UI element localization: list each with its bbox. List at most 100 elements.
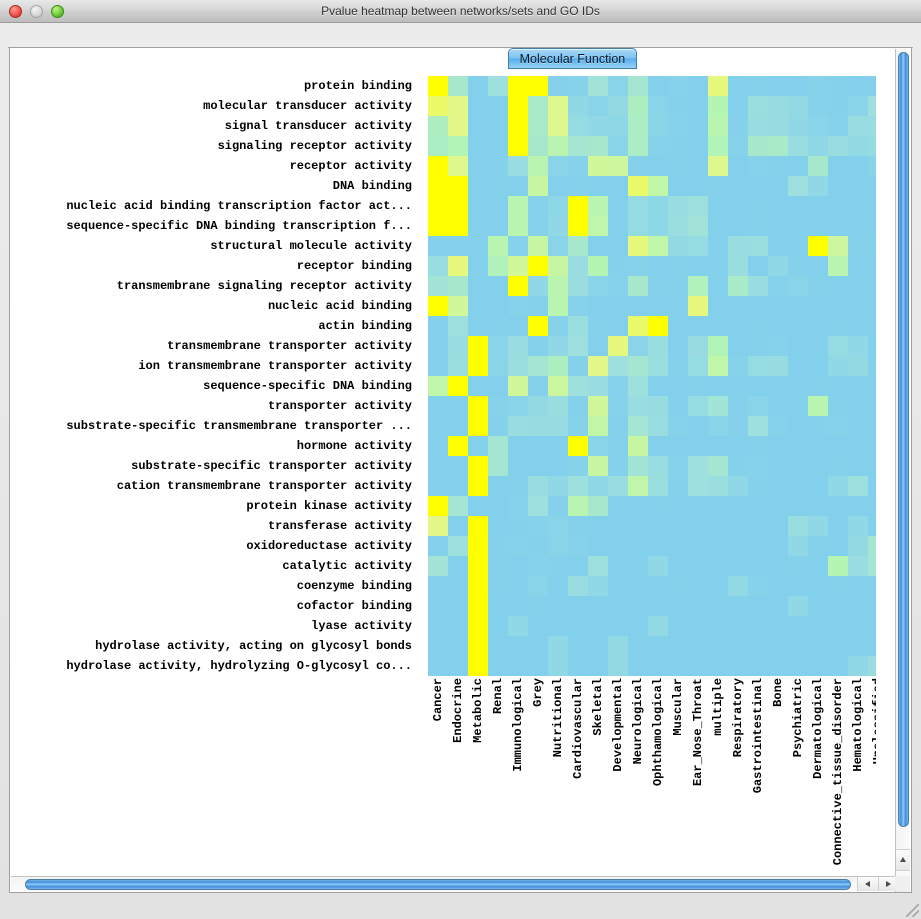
heatmap-cell[interactable] <box>808 356 828 376</box>
heatmap-cell[interactable] <box>668 116 688 136</box>
heatmap-cell[interactable] <box>668 636 688 656</box>
heatmap-cell[interactable] <box>668 376 688 396</box>
heatmap-cell[interactable] <box>548 276 568 296</box>
heatmap-cell[interactable] <box>848 216 868 236</box>
heatmap-cell[interactable] <box>448 96 468 116</box>
heatmap-cell[interactable] <box>628 256 648 276</box>
heatmap-cell[interactable] <box>588 156 608 176</box>
heatmap-cell[interactable] <box>748 576 768 596</box>
heatmap-cell[interactable] <box>468 376 488 396</box>
heatmap-cell[interactable] <box>788 116 808 136</box>
heatmap-cell[interactable] <box>468 136 488 156</box>
heatmap-cell[interactable] <box>688 76 708 96</box>
heatmap-cell[interactable] <box>508 596 528 616</box>
heatmap-cell[interactable] <box>788 376 808 396</box>
heatmap-cell[interactable] <box>788 516 808 536</box>
heatmap-cell[interactable] <box>508 656 528 676</box>
heatmap-cell[interactable] <box>868 96 876 116</box>
heatmap-cell[interactable] <box>868 636 876 656</box>
heatmap-cell[interactable] <box>608 176 628 196</box>
heatmap-cell[interactable] <box>468 356 488 376</box>
heatmap-cell[interactable] <box>708 96 728 116</box>
heatmap-cell[interactable] <box>548 436 568 456</box>
heatmap-cell[interactable] <box>748 616 768 636</box>
heatmap-cell[interactable] <box>648 596 668 616</box>
heatmap-cell[interactable] <box>788 396 808 416</box>
heatmap-cell[interactable] <box>688 636 708 656</box>
heatmap-cell[interactable] <box>868 516 876 536</box>
heatmap-cell[interactable] <box>528 396 548 416</box>
heatmap-cell[interactable] <box>568 596 588 616</box>
heatmap-cell[interactable] <box>868 456 876 476</box>
heatmap-cell[interactable] <box>768 576 788 596</box>
heatmap-cell[interactable] <box>588 556 608 576</box>
heatmap-cell[interactable] <box>588 456 608 476</box>
heatmap-cell[interactable] <box>768 536 788 556</box>
heatmap-cell[interactable] <box>428 456 448 476</box>
heatmap-cell[interactable] <box>748 276 768 296</box>
heatmap-cell[interactable] <box>788 436 808 456</box>
heatmap-cell[interactable] <box>648 316 668 336</box>
heatmap-cell[interactable] <box>808 256 828 276</box>
heatmap-cell[interactable] <box>488 76 508 96</box>
heatmap-cell[interactable] <box>428 136 448 156</box>
heatmap-cell[interactable] <box>568 496 588 516</box>
heatmap-cell[interactable] <box>428 636 448 656</box>
heatmap-cell[interactable] <box>648 176 668 196</box>
heatmap-cell[interactable] <box>748 96 768 116</box>
heatmap-cell[interactable] <box>588 116 608 136</box>
heatmap-cell[interactable] <box>648 556 668 576</box>
heatmap-cell[interactable] <box>668 556 688 576</box>
heatmap-cell[interactable] <box>668 236 688 256</box>
heatmap-cell[interactable] <box>448 496 468 516</box>
heatmap-cell[interactable] <box>588 396 608 416</box>
heatmap-cell[interactable] <box>608 656 628 676</box>
heatmap-cell[interactable] <box>568 316 588 336</box>
heatmap-cell[interactable] <box>588 256 608 276</box>
heatmap-cell[interactable] <box>508 536 528 556</box>
heatmap-cell[interactable] <box>708 576 728 596</box>
heatmap-cell[interactable] <box>628 396 648 416</box>
heatmap-cell[interactable] <box>668 496 688 516</box>
heatmap-cell[interactable] <box>488 476 508 496</box>
heatmap-cell[interactable] <box>748 316 768 336</box>
heatmap-cell[interactable] <box>428 496 448 516</box>
heatmap-cell[interactable] <box>728 296 748 316</box>
heatmap-cell[interactable] <box>448 636 468 656</box>
heatmap-cell[interactable] <box>808 456 828 476</box>
heatmap-cell[interactable] <box>608 156 628 176</box>
heatmap-cell[interactable] <box>768 636 788 656</box>
heatmap-cell[interactable] <box>568 136 588 156</box>
heatmap-cell[interactable] <box>568 476 588 496</box>
heatmap-cell[interactable] <box>648 496 668 516</box>
heatmap-cell[interactable] <box>808 116 828 136</box>
heatmap-cell[interactable] <box>568 296 588 316</box>
heatmap-cell[interactable] <box>728 276 748 296</box>
heatmap-cell[interactable] <box>808 176 828 196</box>
heatmap-cell[interactable] <box>528 176 548 196</box>
heatmap-cell[interactable] <box>788 96 808 116</box>
heatmap-cell[interactable] <box>848 576 868 596</box>
heatmap-cell[interactable] <box>548 636 568 656</box>
heatmap-cell[interactable] <box>868 576 876 596</box>
heatmap-cell[interactable] <box>448 416 468 436</box>
heatmap-cell[interactable] <box>608 436 628 456</box>
heatmap-cell[interactable] <box>668 176 688 196</box>
heatmap-cell[interactable] <box>488 436 508 456</box>
heatmap-cell[interactable] <box>868 596 876 616</box>
heatmap-cell[interactable] <box>528 136 548 156</box>
heatmap-cell[interactable] <box>788 196 808 216</box>
heatmap-cell[interactable] <box>708 196 728 216</box>
heatmap-cell[interactable] <box>808 196 828 216</box>
heatmap-cell[interactable] <box>808 376 828 396</box>
heatmap-cell[interactable] <box>828 536 848 556</box>
heatmap-cell[interactable] <box>628 416 648 436</box>
heatmap-cell[interactable] <box>848 96 868 116</box>
heatmap-cell[interactable] <box>828 496 848 516</box>
heatmap-cell[interactable] <box>708 536 728 556</box>
heatmap-cell[interactable] <box>708 136 728 156</box>
heatmap-cell[interactable] <box>628 236 648 256</box>
horizontal-scrollbar-thumb[interactable] <box>25 879 851 890</box>
heatmap-cell[interactable] <box>868 376 876 396</box>
heatmap-cell[interactable] <box>508 316 528 336</box>
